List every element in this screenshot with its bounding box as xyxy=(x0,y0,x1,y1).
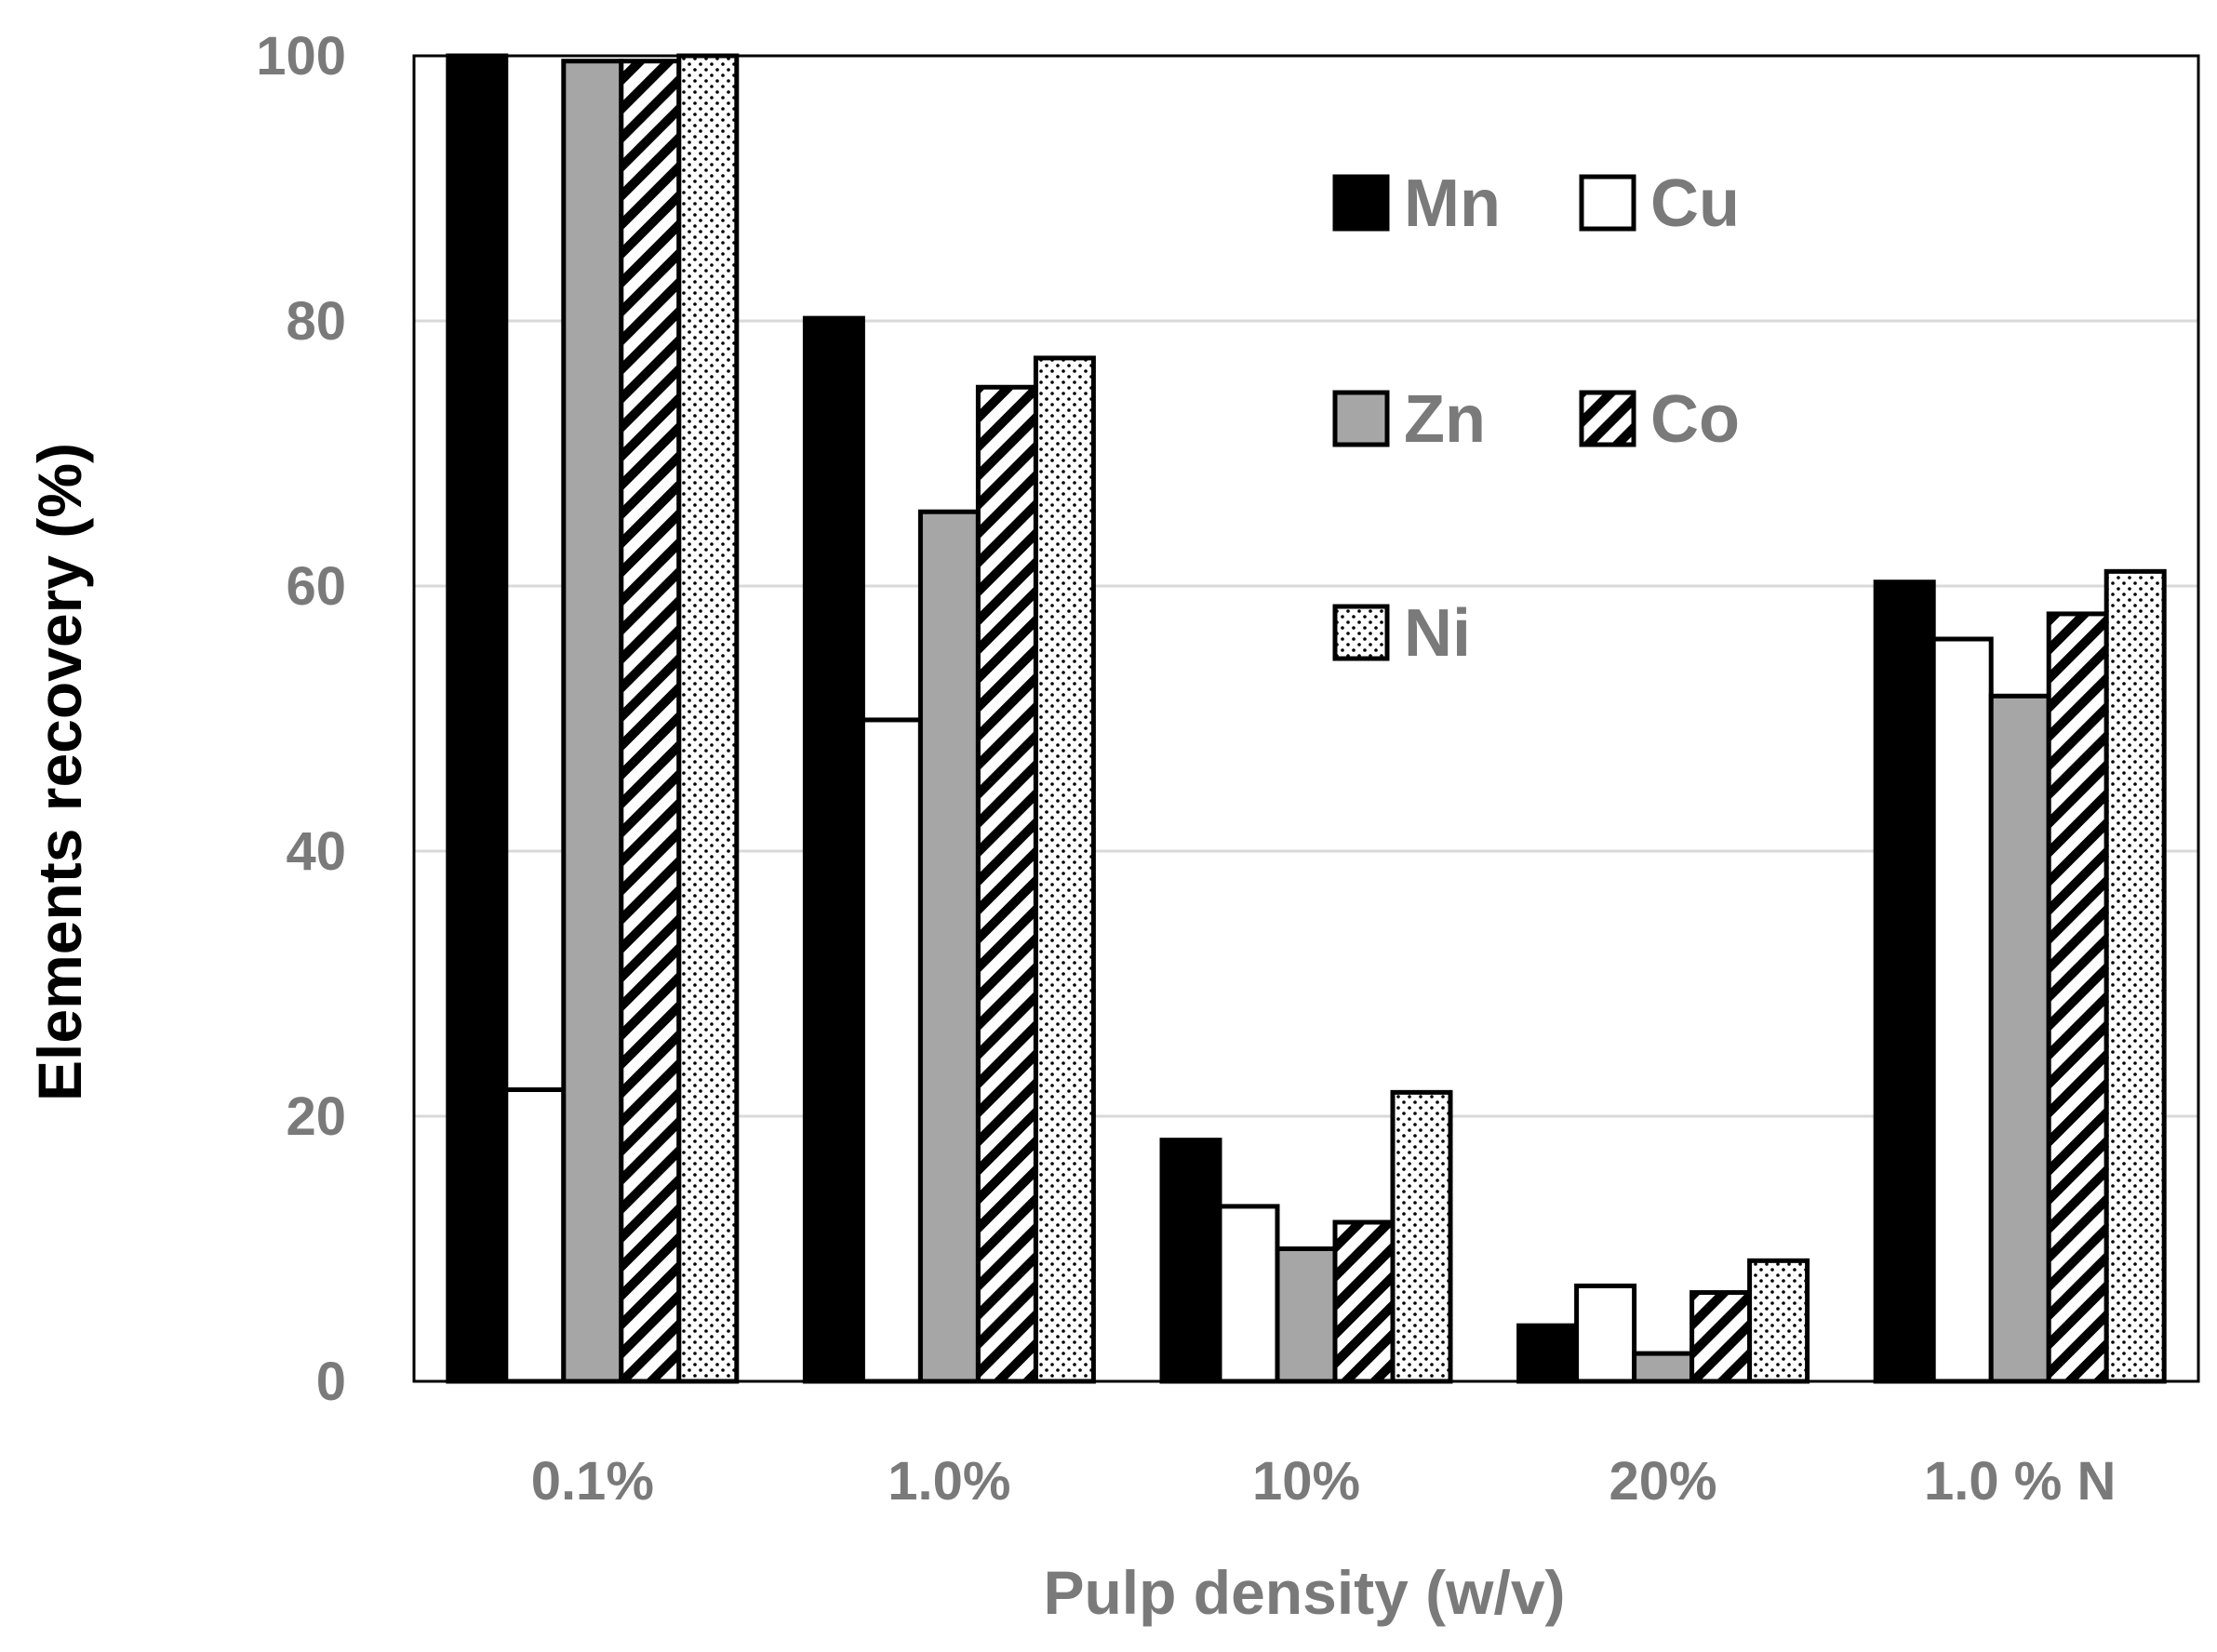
x-tick-label: 1.0 % N xyxy=(1924,1451,2116,1512)
bar-mn-0 xyxy=(446,53,509,1384)
bar-zn-2 xyxy=(1275,1246,1338,1384)
bar-co-0 xyxy=(619,59,682,1384)
y-axis-title: Elements recovery (%) xyxy=(25,443,94,1101)
bar-mn-4 xyxy=(1873,580,1936,1384)
bar-mn-3 xyxy=(1516,1323,1580,1384)
x-axis-ticks: 0.1% 1.0% 10% 20% 1.0 % N xyxy=(531,1451,2117,1512)
y-tick-label: 80 xyxy=(286,291,346,352)
bar-co-4 xyxy=(2046,611,2109,1384)
bar-mn-2 xyxy=(1159,1138,1222,1384)
x-tick-label: 1.0% xyxy=(888,1451,1010,1512)
x-tick-label: 0.1% xyxy=(531,1451,654,1512)
plot-frame xyxy=(412,54,2200,1383)
bar-zn-1 xyxy=(917,509,981,1384)
x-tick-label: 10% xyxy=(1252,1451,1360,1512)
bar-zn-0 xyxy=(561,59,624,1384)
bar-mn-1 xyxy=(802,315,865,1384)
bar-cu-4 xyxy=(1930,636,1994,1384)
bar-ni-0 xyxy=(676,53,740,1384)
bar-co-1 xyxy=(975,384,1038,1384)
bar-co-2 xyxy=(1332,1219,1396,1384)
bar-cu-0 xyxy=(503,1087,567,1384)
bar-cu-2 xyxy=(1217,1204,1280,1384)
y-tick-label: 40 xyxy=(286,821,346,882)
bar-ni-4 xyxy=(2103,568,2167,1384)
y-tick-label: 100 xyxy=(256,26,346,87)
x-axis-title: Pulp density (w/v) xyxy=(1043,1558,1565,1627)
y-tick-label: 60 xyxy=(286,556,346,617)
legend-swatch-cu xyxy=(1579,174,1636,232)
legend-label-ni: Ni xyxy=(1404,596,1471,671)
legend: Mn Cu Zn Co Ni xyxy=(1332,167,1740,671)
bar-ni-1 xyxy=(1033,355,1096,1384)
legend-swatch-mn xyxy=(1332,174,1390,232)
bar-ni-2 xyxy=(1390,1089,1453,1384)
x-tick-label: 20% xyxy=(1609,1451,1717,1512)
bar-cu-3 xyxy=(1574,1283,1637,1384)
y-axis-ticks: 0 20 40 60 80 100 xyxy=(256,26,346,1412)
legend-label-co: Co xyxy=(1650,382,1740,457)
y-tick-label: 0 xyxy=(316,1352,346,1412)
bar-ni-3 xyxy=(1747,1258,1810,1384)
bar-co-3 xyxy=(1689,1290,1753,1384)
y-tick-label: 20 xyxy=(286,1086,346,1147)
bar-zn-4 xyxy=(1988,693,2051,1384)
bar-cu-1 xyxy=(860,717,923,1384)
bars xyxy=(446,53,2167,1384)
legend-swatch-zn xyxy=(1332,390,1390,447)
legend-label-cu: Cu xyxy=(1650,167,1740,241)
legend-label-zn: Zn xyxy=(1404,382,1486,457)
legend-swatch-co xyxy=(1579,390,1636,447)
bar-zn-3 xyxy=(1632,1351,1695,1384)
legend-swatch-ni xyxy=(1332,604,1390,661)
legend-label-mn: Mn xyxy=(1404,167,1501,241)
